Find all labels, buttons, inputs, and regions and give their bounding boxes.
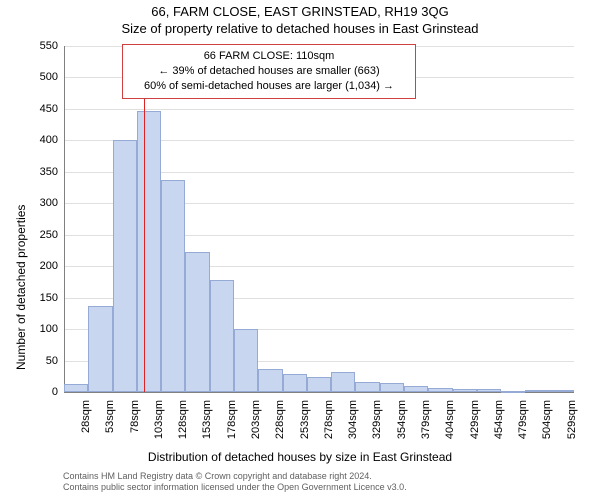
x-tick: 454sqm xyxy=(493,400,505,439)
x-tick: 529sqm xyxy=(566,400,578,439)
histogram-bar xyxy=(210,280,234,392)
footer-line2: Contains public sector information licen… xyxy=(63,482,407,494)
y-tick: 200 xyxy=(30,260,58,272)
y-tick: 100 xyxy=(30,323,58,335)
x-tick: 354sqm xyxy=(396,400,408,439)
footer-line1: Contains HM Land Registry data © Crown c… xyxy=(63,471,407,483)
histogram-bar xyxy=(258,369,282,392)
histogram-bar xyxy=(428,388,452,392)
histogram-bar xyxy=(161,180,185,392)
histogram-bar xyxy=(88,306,112,392)
histogram-bar xyxy=(501,391,525,393)
y-tick: 0 xyxy=(30,386,58,398)
x-tick: 78sqm xyxy=(129,400,141,433)
gridline xyxy=(64,109,574,110)
x-tick: 504sqm xyxy=(542,400,554,439)
histogram-bar xyxy=(404,386,428,392)
y-tick: 400 xyxy=(30,134,58,146)
histogram-bar xyxy=(64,384,88,392)
histogram-bar xyxy=(185,252,209,392)
x-tick: 404sqm xyxy=(444,400,456,439)
x-tick: 429sqm xyxy=(469,400,481,439)
histogram-bar xyxy=(113,140,137,392)
annotation-box: 66 FARM CLOSE: 110sqm ← 39% of detached … xyxy=(122,44,416,99)
histogram-bar xyxy=(307,377,331,392)
y-tick: 500 xyxy=(30,71,58,83)
histogram-bar xyxy=(355,382,379,392)
x-tick: 228sqm xyxy=(274,400,286,439)
x-tick: 253sqm xyxy=(299,400,311,439)
y-tick: 550 xyxy=(30,40,58,52)
annotation-line1: 66 FARM CLOSE: 110sqm xyxy=(131,49,407,64)
y-tick: 150 xyxy=(30,292,58,304)
x-tick: 278sqm xyxy=(323,400,335,439)
x-tick: 28sqm xyxy=(80,400,92,433)
x-tick: 128sqm xyxy=(177,400,189,439)
histogram-bar xyxy=(550,390,574,392)
histogram-bar xyxy=(380,383,404,392)
histogram-bar xyxy=(283,374,307,392)
annotation-line2: ← 39% of detached houses are smaller (66… xyxy=(131,64,407,79)
x-tick: 203sqm xyxy=(250,400,262,439)
y-axis-label: Number of detached properties xyxy=(14,205,28,370)
chart-title-sub: Size of property relative to detached ho… xyxy=(0,19,600,36)
x-tick: 329sqm xyxy=(372,400,384,439)
x-tick: 153sqm xyxy=(202,400,214,439)
footer-attribution: Contains HM Land Registry data © Crown c… xyxy=(63,471,407,494)
y-tick: 50 xyxy=(30,355,58,367)
y-tick: 300 xyxy=(30,197,58,209)
x-axis-line xyxy=(64,392,574,393)
x-tick: 178sqm xyxy=(226,400,238,439)
x-tick: 103sqm xyxy=(153,400,165,439)
x-tick: 379sqm xyxy=(420,400,432,439)
x-tick: 479sqm xyxy=(517,400,529,439)
y-tick: 250 xyxy=(30,229,58,241)
y-axis-line xyxy=(64,46,65,392)
chart-container: 66, FARM CLOSE, EAST GRINSTEAD, RH19 3QG… xyxy=(0,0,600,500)
histogram-bar xyxy=(453,389,477,392)
histogram-bar xyxy=(234,329,258,392)
annotation-line3: 60% of semi-detached houses are larger (… xyxy=(131,79,407,94)
histogram-bar xyxy=(477,389,501,392)
x-tick: 53sqm xyxy=(104,400,116,433)
histogram-bar xyxy=(137,111,161,392)
y-tick: 350 xyxy=(30,166,58,178)
x-axis-label: Distribution of detached houses by size … xyxy=(0,450,600,464)
chart-title-main: 66, FARM CLOSE, EAST GRINSTEAD, RH19 3QG xyxy=(0,0,600,19)
histogram-bar xyxy=(525,390,549,392)
y-tick: 450 xyxy=(30,103,58,115)
x-tick: 304sqm xyxy=(347,400,359,439)
histogram-bar xyxy=(331,372,355,392)
